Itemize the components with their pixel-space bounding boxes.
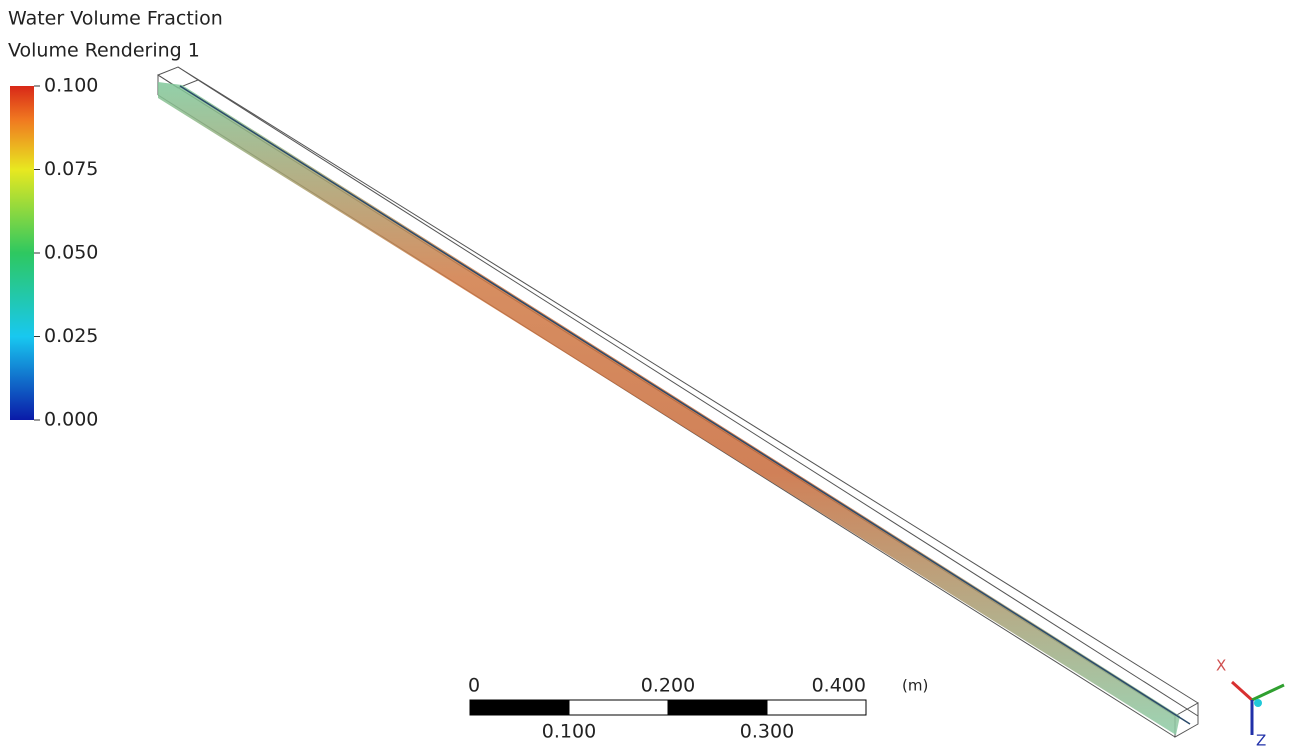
color-tick-label: 0.100 [44, 75, 98, 97]
scale-bar: 0 0.100 0.200 0.300 0.400 (m) [468, 675, 928, 743]
scale-unit: (m) [902, 677, 928, 695]
scale-segment [469, 699, 570, 716]
scale-tick-label: 0 [468, 675, 480, 697]
legend-subtitle: Volume Rendering 1 [8, 40, 200, 62]
color-tick-label: 0.050 [44, 242, 98, 264]
scale-tick-label: 0.400 [812, 675, 866, 697]
duct-edge [179, 85, 1191, 725]
legend-title: Water Volume Fraction [8, 8, 223, 30]
color-tick-label: 0.075 [44, 158, 98, 180]
scale-tick-label: 0.200 [641, 675, 695, 697]
scale-segment [766, 699, 867, 716]
scale-tick-label: 0.100 [542, 721, 596, 743]
scale-tick-label: 0.300 [740, 721, 794, 743]
color-bar [10, 86, 34, 420]
axis-triad: X Z [1216, 657, 1285, 749]
color-tick-label: 0.000 [44, 409, 98, 431]
triad-z-label: Z [1256, 732, 1266, 749]
scale-segment [667, 699, 768, 716]
water-volume [158, 82, 1180, 735]
scale-segment [568, 699, 669, 716]
triad-x-label: X [1216, 657, 1226, 675]
color-tick-label: 0.025 [44, 325, 98, 347]
color-bar-ticks: 0.100 0.075 0.050 0.025 0.000 [34, 75, 98, 431]
